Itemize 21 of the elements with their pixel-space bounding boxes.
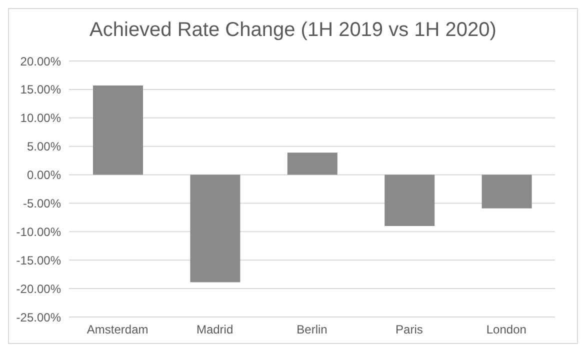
bar	[482, 174, 532, 208]
y-tick-label: -25.00%	[16, 310, 62, 324]
y-tick-label: 5.00%	[26, 140, 62, 154]
y-tick-label: -10.00%	[16, 224, 62, 239]
y-tick-label: -5.00%	[22, 196, 62, 210]
y-tick-label: 20.00%	[20, 54, 62, 68]
y-tick-label: 10.00%	[20, 111, 62, 126]
bar	[190, 174, 240, 282]
x-tick-label: Madrid	[196, 322, 234, 337]
chart-title: Achieved Rate Change (1H 2019 vs 1H 2020)	[88, 18, 498, 43]
bar	[93, 85, 143, 175]
y-tick-label: 15.00%	[20, 82, 62, 97]
y-tick-label: -20.00%	[16, 282, 62, 296]
x-tick-label: Paris	[396, 322, 423, 337]
bar	[287, 152, 338, 175]
x-tick-label: Berlin	[296, 322, 328, 337]
x-tick-label: London	[486, 322, 526, 337]
y-tick-label: -15.00%	[16, 253, 62, 268]
y-tick-label: 0.00%	[26, 168, 62, 182]
bar	[384, 174, 435, 226]
x-tick-label: Amsterdam	[86, 322, 148, 337]
